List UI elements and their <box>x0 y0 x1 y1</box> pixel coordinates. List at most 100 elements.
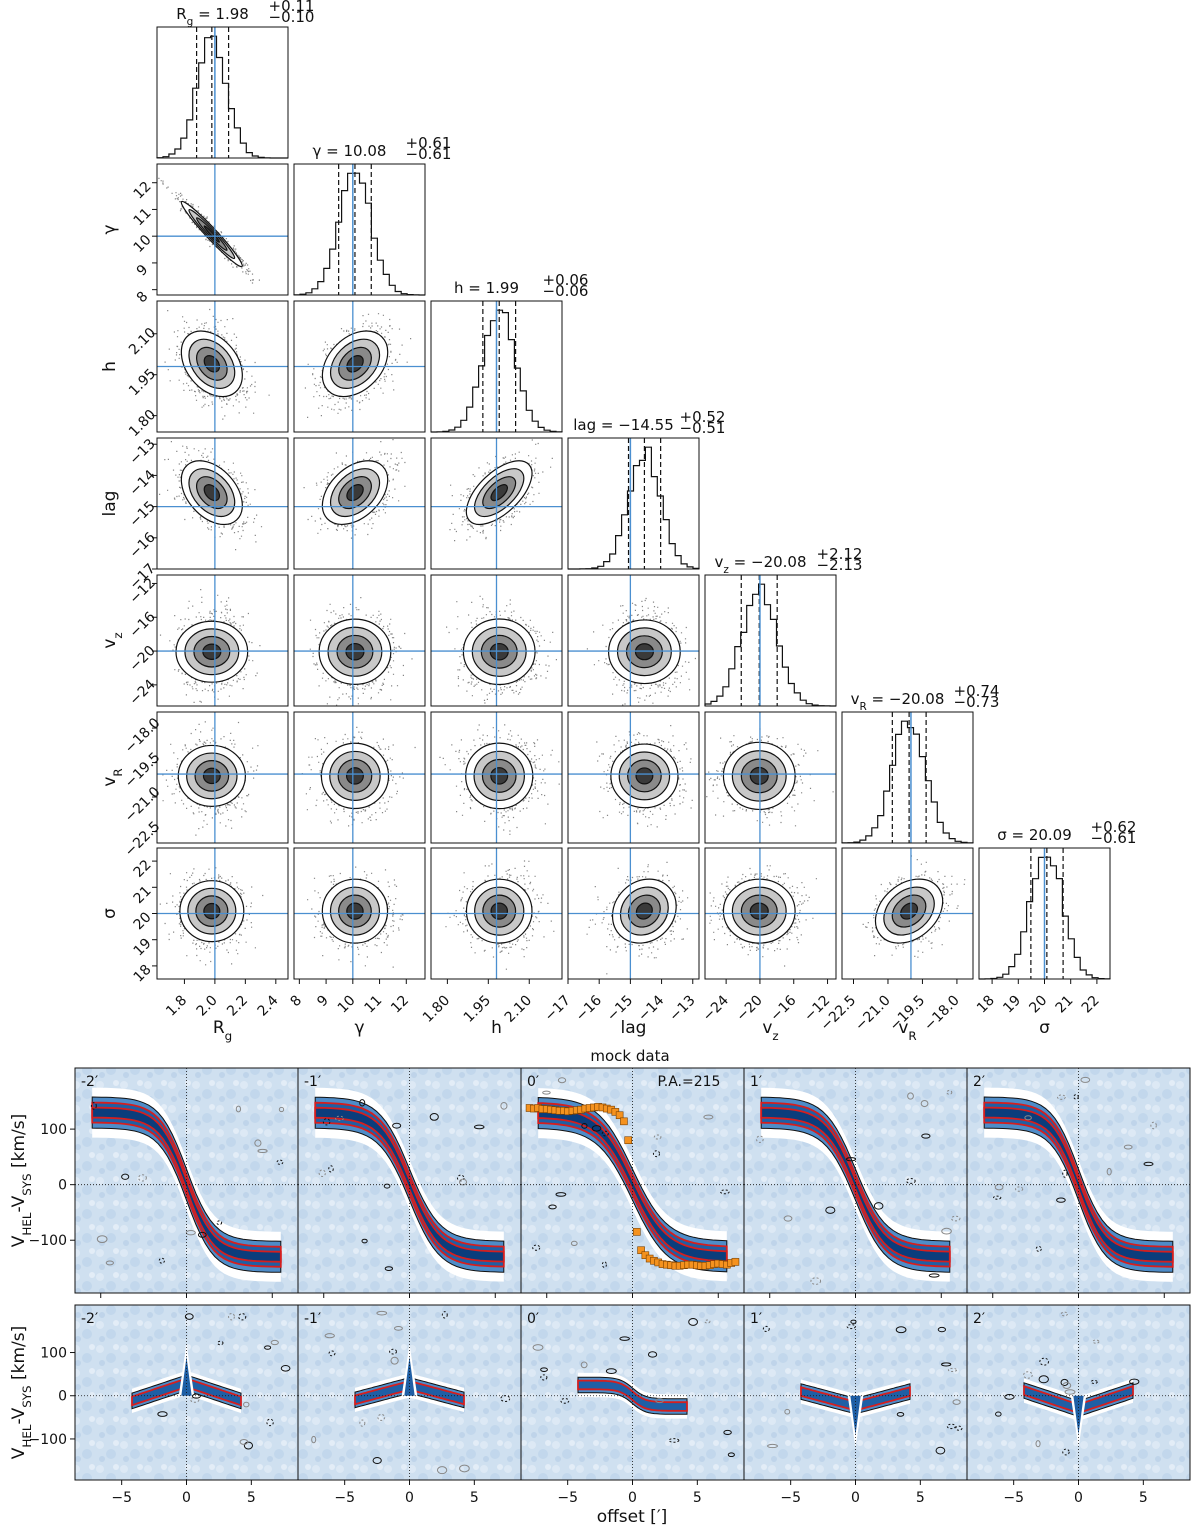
rotation-curve-marker <box>637 1246 645 1255</box>
y-tick-label: −24 <box>127 676 159 708</box>
x-axis-label-vR: vR <box>898 1018 916 1043</box>
rotation-curve-marker <box>615 1111 624 1120</box>
x-tick-label: 8 <box>288 993 306 1011</box>
noise-contour <box>951 1215 961 1222</box>
title-minus-h: −0.06 <box>543 282 589 300</box>
y-tick-label: −14 <box>127 467 159 499</box>
noise-contour <box>532 1344 544 1351</box>
contour-sigma-vz <box>749 902 769 920</box>
noise-contour <box>955 1425 963 1431</box>
noise-contour <box>845 1157 857 1162</box>
noise-contour <box>1106 1167 1112 1176</box>
offset-label: 1′ <box>750 1074 762 1090</box>
panel-frame <box>156 437 289 570</box>
noise-contour <box>1073 1094 1079 1100</box>
noise-contour <box>540 1367 548 1372</box>
corner-panel-sigma-vR: −22.5−21.0−19.5−18.0vR <box>818 847 974 1043</box>
title-plus-lag: +0.52 <box>680 408 726 426</box>
x-tick-label: 0 <box>182 1490 191 1506</box>
corner-panel-vR-vz <box>704 711 837 844</box>
title-minus-sigma: −0.61 <box>1091 829 1137 847</box>
y-tick-label: −100 <box>29 1233 67 1249</box>
noise-contour <box>264 1345 272 1350</box>
y-axis-label-gamma: γ <box>100 224 120 234</box>
noise-contour <box>270 1339 279 1346</box>
noise-contour <box>243 1441 254 1450</box>
noise-contour <box>372 1456 382 1465</box>
panel-frame <box>704 847 837 980</box>
figure-title: mock data <box>590 1047 669 1065</box>
contour-sigma-vR <box>900 902 919 920</box>
noise-contour <box>755 1135 764 1143</box>
noise-contour <box>688 1318 698 1326</box>
x-tick-label: 11 <box>361 993 385 1017</box>
contour-sigma-gamma <box>346 902 364 920</box>
noise-contour <box>1062 1382 1072 1389</box>
contour-sigma-lag <box>635 902 653 920</box>
noise-contour <box>441 1311 448 1319</box>
corner-panel-vz-h <box>430 574 563 707</box>
title-plus-vR: +0.74 <box>954 682 1000 700</box>
x-tick-label: −5 <box>1003 1490 1024 1506</box>
emission-spike <box>850 1395 861 1435</box>
x-tick-label: 2.10 <box>502 993 535 1026</box>
panel-frame <box>841 847 974 980</box>
noise-contour <box>946 1090 953 1095</box>
panel-frame <box>704 574 837 707</box>
offset-label: -1′ <box>304 1311 321 1327</box>
panel-frame <box>567 574 700 707</box>
offset-label: -2′ <box>81 1074 98 1090</box>
noise-contour <box>238 1313 247 1321</box>
noise-contour <box>328 1165 334 1173</box>
y-tick-label: 0 <box>58 1178 67 1194</box>
noise-contour <box>1123 1144 1133 1150</box>
panel-frame <box>430 711 563 844</box>
noise-contour <box>1035 1245 1042 1252</box>
noise-contour <box>557 1077 567 1084</box>
y-tick-label: 12 <box>131 179 155 203</box>
title-plus-h: +0.06 <box>543 271 589 289</box>
panel-frame <box>567 847 700 980</box>
y-axis-label: VHEL-VSYS [km/s] <box>9 1326 34 1460</box>
noise-contour <box>668 1438 680 1443</box>
noise-contour <box>1038 1375 1049 1384</box>
x-tick-label: 1.80 <box>420 993 453 1026</box>
noise-contour <box>1064 1389 1076 1395</box>
noise-contour <box>532 1244 541 1251</box>
contour-vR-lag <box>635 767 654 785</box>
title-vR: vR = −20.08 <box>851 690 945 713</box>
noise-contour <box>580 1361 588 1369</box>
noise-contour <box>783 1215 793 1222</box>
y-tick-label: 18 <box>131 962 155 986</box>
histogram-vz <box>704 583 836 707</box>
x-tick-label: 0 <box>628 1490 637 1506</box>
pv-panel-r1-3: 1′−10010 <box>743 1067 968 1319</box>
x-tick-label: −16 <box>573 992 605 1024</box>
noise-contour <box>1092 1339 1100 1344</box>
noise-contour <box>384 1266 394 1272</box>
panel-frame <box>156 711 289 844</box>
noise-contour <box>1004 1393 1015 1400</box>
noise-contour <box>570 1240 578 1247</box>
noise-contour <box>105 1260 114 1266</box>
noise-contour <box>1062 1169 1068 1178</box>
noise-contour <box>324 1333 335 1339</box>
title-minus-Rg: −0.10 <box>269 8 315 26</box>
noise-contour <box>850 1319 857 1324</box>
y-axis-label-vz: vz <box>100 632 125 648</box>
noise-contour <box>361 1238 368 1244</box>
x-tick-label: −13 <box>666 993 698 1025</box>
panel-frame <box>567 437 700 570</box>
noise-contour <box>1035 1440 1041 1448</box>
contour-lag-gamma <box>346 484 364 502</box>
contour-lag-Rg <box>203 484 221 502</box>
contour-vz-h <box>489 642 509 661</box>
panel-frame <box>430 574 563 707</box>
noise-contour <box>727 1452 735 1458</box>
offset-label: 2′ <box>973 1074 985 1090</box>
corner-panel-vR-vR: vR = −20.08 +0.74−0.73 <box>841 682 1000 844</box>
y-tick-label: 22 <box>131 857 155 881</box>
